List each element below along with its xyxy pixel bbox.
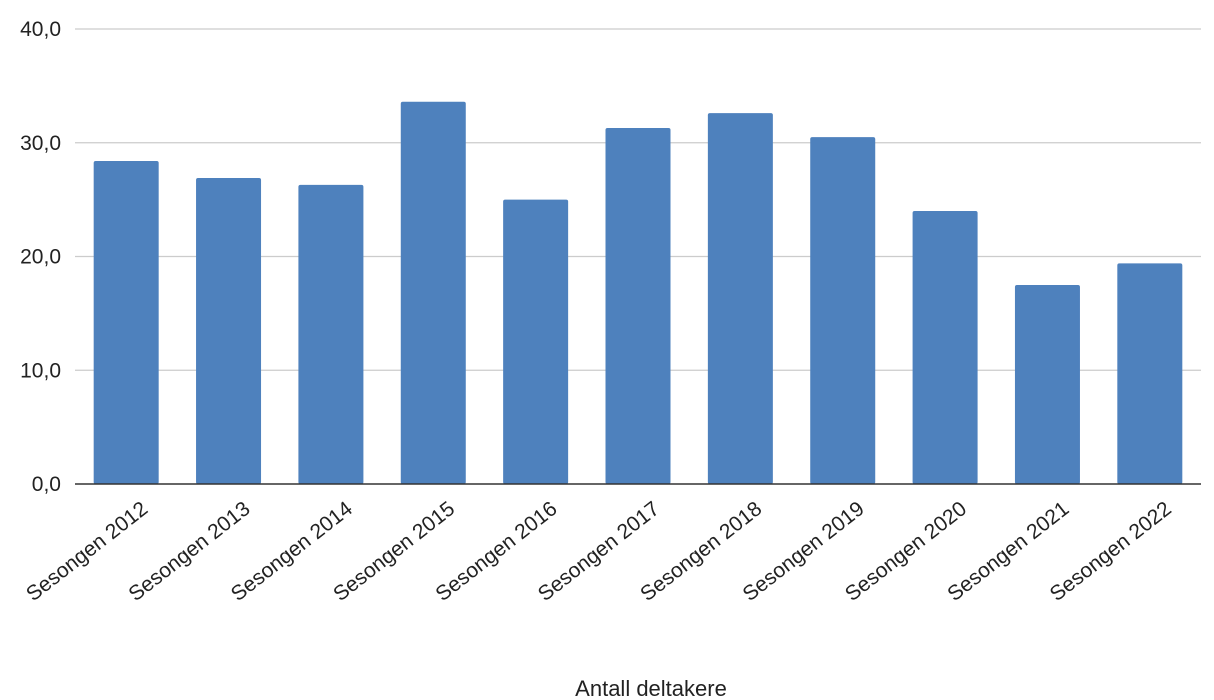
bar: [707, 113, 773, 485]
bar: [810, 137, 876, 484]
y-tick-label: 30,0: [20, 132, 61, 155]
x-axis-title: Antall deltakere: [575, 676, 727, 700]
y-tick-label: 0,0: [32, 473, 61, 496]
bar: [298, 184, 364, 484]
bar: [605, 127, 671, 485]
bar: [503, 199, 569, 484]
y-tick-label: 10,0: [20, 359, 61, 382]
y-tick-label: 40,0: [20, 18, 61, 41]
bar: [912, 211, 978, 484]
bar: [196, 178, 262, 484]
y-tick-label: 20,0: [20, 246, 61, 269]
bar: [400, 101, 466, 485]
bar: [1014, 284, 1080, 484]
bars: [93, 101, 1183, 485]
y-axis-ticks: 0,0 10,0 20,0 30,0 40,0: [20, 18, 61, 496]
bar: [1117, 263, 1183, 484]
bar: [93, 160, 159, 484]
